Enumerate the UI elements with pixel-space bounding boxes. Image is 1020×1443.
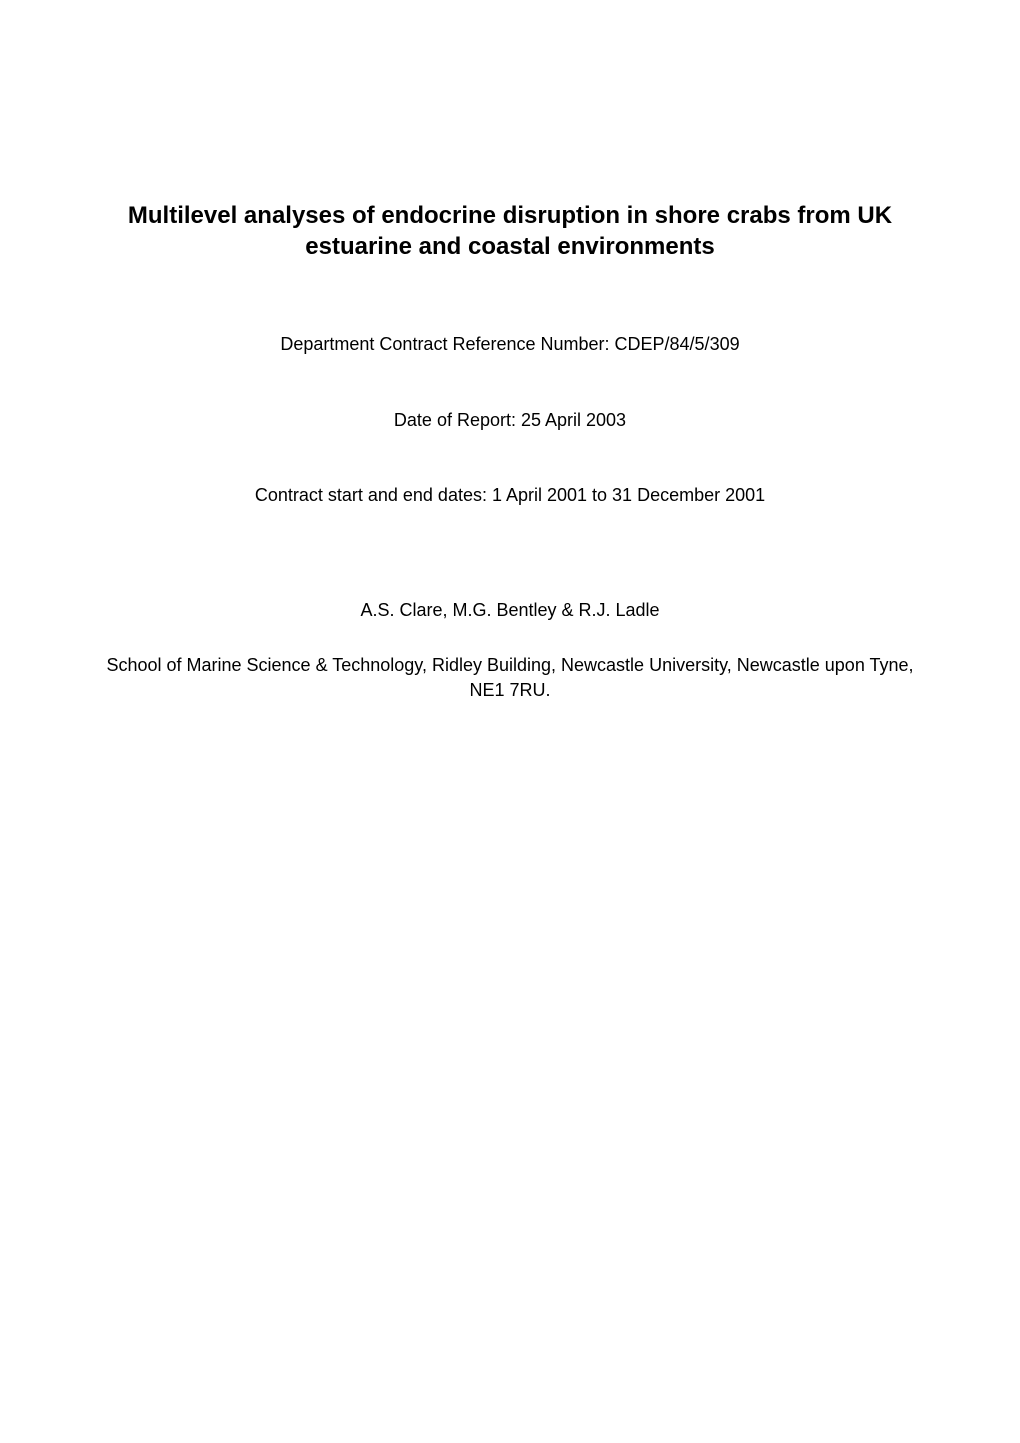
report-date: Date of Report: 25 April 2003: [100, 408, 920, 433]
contract-reference: Department Contract Reference Number: CD…: [100, 332, 920, 357]
affiliation: School of Marine Science & Technology, R…: [100, 653, 920, 703]
title-page: Multilevel analyses of endocrine disrupt…: [0, 0, 1020, 1443]
document-title: Multilevel analyses of endocrine disrupt…: [100, 200, 920, 262]
authors: A.S. Clare, M.G. Bentley & R.J. Ladle: [100, 598, 920, 623]
contract-dates: Contract start and end dates: 1 April 20…: [100, 483, 920, 508]
